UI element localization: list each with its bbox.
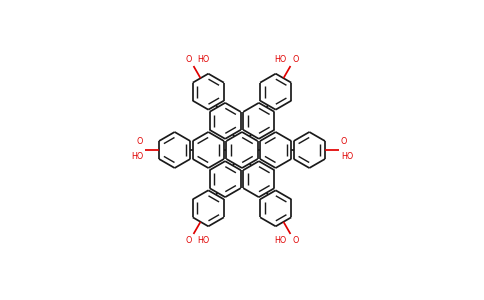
Text: O: O (341, 137, 348, 146)
Text: HO: HO (274, 236, 287, 245)
Text: O: O (292, 236, 299, 245)
Text: O: O (185, 55, 192, 64)
Text: HO: HO (341, 152, 353, 161)
Text: HO: HO (274, 55, 287, 64)
Text: O: O (136, 137, 143, 146)
Text: O: O (292, 55, 299, 64)
Text: HO: HO (197, 55, 210, 64)
Text: HO: HO (131, 152, 143, 161)
Text: O: O (185, 236, 192, 245)
Text: HO: HO (197, 236, 210, 245)
